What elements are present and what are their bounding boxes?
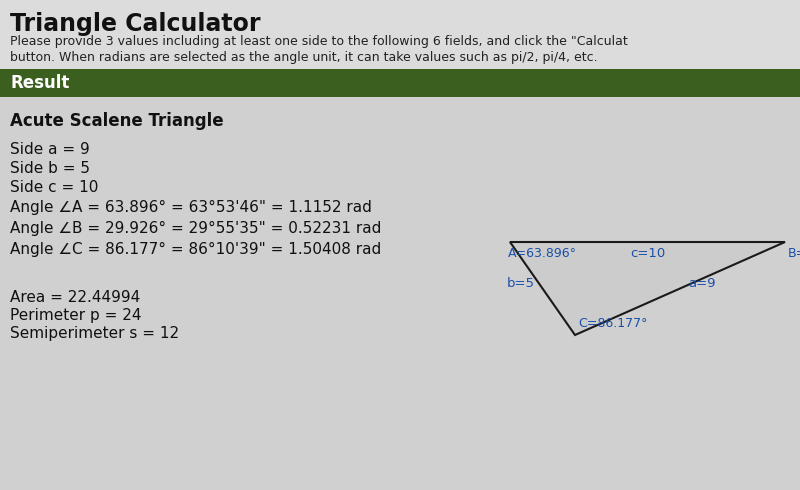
Text: Side a = 9: Side a = 9 [10, 142, 90, 157]
Text: Acute Scalene Triangle: Acute Scalene Triangle [10, 112, 224, 130]
FancyBboxPatch shape [0, 97, 800, 490]
Text: Triangle Calculator: Triangle Calculator [10, 12, 261, 36]
Text: A=63.896°: A=63.896° [508, 247, 577, 260]
Text: Angle ∠C = 86.177° = 86°10'39" = 1.50408 rad: Angle ∠C = 86.177° = 86°10'39" = 1.50408… [10, 242, 382, 257]
Text: Perimeter p = 24: Perimeter p = 24 [10, 308, 142, 323]
Text: button. When radians are selected as the angle unit, it can take values such as : button. When radians are selected as the… [10, 51, 598, 64]
Text: Please provide 3 values including at least one side to the following 6 fields, a: Please provide 3 values including at lea… [10, 35, 628, 48]
Text: Semiperimeter s = 12: Semiperimeter s = 12 [10, 326, 179, 341]
FancyBboxPatch shape [0, 0, 800, 100]
Text: Side c = 10: Side c = 10 [10, 180, 98, 195]
Text: c=10: c=10 [630, 247, 665, 260]
Polygon shape [510, 242, 785, 335]
FancyBboxPatch shape [0, 69, 800, 97]
Text: a=9: a=9 [688, 277, 715, 290]
Text: Area = 22.44994: Area = 22.44994 [10, 290, 140, 305]
Text: b=5: b=5 [506, 277, 534, 290]
Text: Side b = 5: Side b = 5 [10, 161, 90, 176]
Text: C=86.177°: C=86.177° [578, 317, 647, 330]
Text: Result: Result [10, 74, 70, 92]
Text: B=29.9: B=29.9 [788, 247, 800, 260]
Text: Angle ∠A = 63.896° = 63°53'46" = 1.1152 rad: Angle ∠A = 63.896° = 63°53'46" = 1.1152 … [10, 200, 372, 215]
Text: Angle ∠B = 29.926° = 29°55'35" = 0.52231 rad: Angle ∠B = 29.926° = 29°55'35" = 0.52231… [10, 221, 382, 236]
